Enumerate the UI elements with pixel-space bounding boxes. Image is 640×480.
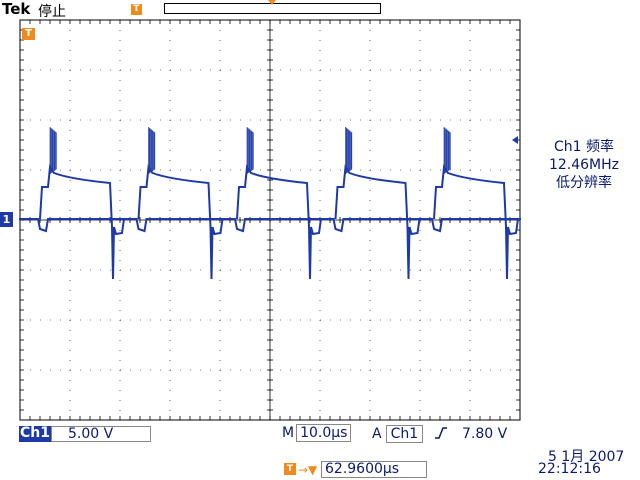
delay-arrow-icon: →▼ (298, 463, 318, 477)
ch1-scale-field[interactable]: 5.00 V (51, 426, 151, 442)
trigger-prefix: A (372, 426, 382, 442)
trigger-marker: T (22, 28, 35, 40)
trigger-level-arrow-icon (512, 136, 518, 144)
rising-edge-icon (434, 427, 447, 439)
date-readout: 5 1月 2007 (548, 449, 625, 465)
brand-label: Tek (2, 0, 31, 18)
trigger-level: 7.80 V (462, 426, 508, 442)
trigger-source: Ch1 (385, 425, 424, 443)
acquisition-status: 停止 (38, 4, 66, 20)
horizontal-delay-field[interactable]: 62.9600µs (321, 461, 427, 478)
measurement-mode: 低分辨率 (556, 175, 612, 191)
record-position-arrow-icon (268, 0, 276, 5)
ch1-waveform (19, 164, 521, 280)
timebase-value: 10.0µs (296, 424, 352, 442)
timebase-readout[interactable]: M 10.0µs (282, 424, 372, 442)
trigger-position-icon: T (131, 4, 142, 15)
timebase-prefix: M (282, 425, 295, 441)
time-readout: 22:12:16 (538, 461, 601, 477)
ch1-label[interactable]: Ch1 (19, 425, 51, 442)
measurement-value: 12.46MHz (548, 157, 620, 173)
waveform-display (19, 19, 521, 421)
delay-trigger-icon: T (284, 463, 296, 475)
trigger-readout[interactable]: A Ch1 7.80 V (372, 425, 527, 443)
measurement-readout: Ch1 频率 12.46MHz 低分辨率 (534, 138, 634, 192)
measurement-title: Ch1 频率 (553, 139, 614, 155)
channel-1-marker: 1 (0, 212, 13, 227)
ch1-waveform-ringing (49, 127, 451, 174)
